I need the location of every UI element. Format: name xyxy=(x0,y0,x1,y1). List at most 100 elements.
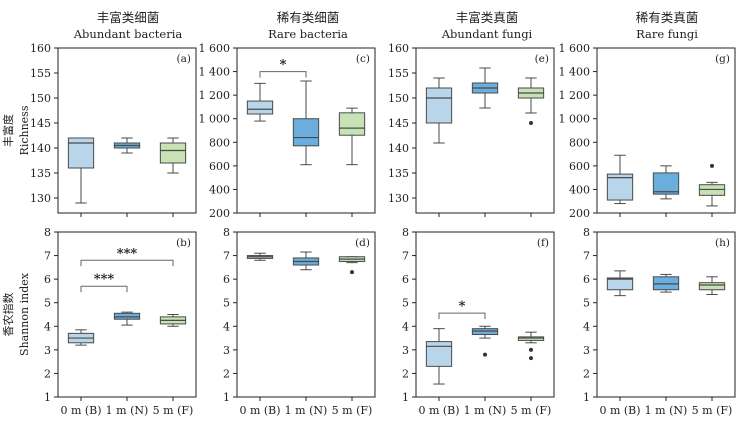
x-tick-label: 5 m (F) xyxy=(511,404,552,417)
panel: 130 135 140 145 150 155 160 (a) xyxy=(30,42,197,217)
box-0 xyxy=(425,328,453,385)
y-tick-label: 145 xyxy=(388,117,409,130)
column-title-en: Rare fungi xyxy=(636,27,698,41)
panel-label: (f) xyxy=(537,237,549,249)
column-title-zh: 稀有类细菌 xyxy=(277,10,340,25)
outlier-point xyxy=(710,163,714,168)
box-iqr xyxy=(292,118,320,147)
y-tick-label: 1 200 xyxy=(199,89,231,102)
box-iqr xyxy=(159,142,187,164)
y-tick-label: 1 xyxy=(402,391,409,404)
column-title-en: Abundant bacteria xyxy=(73,27,183,41)
y-tick-label: 6 xyxy=(44,273,51,286)
y-tick-label: 130 xyxy=(388,192,409,205)
y-tick-label: 200 xyxy=(209,207,230,220)
panel-label: (d) xyxy=(355,237,370,249)
significance-bracket: * xyxy=(438,299,486,320)
y-tick-label: 600 xyxy=(209,160,230,173)
y-tick-label: 400 xyxy=(569,183,590,196)
box-0 xyxy=(67,137,95,204)
y-tick-label: 7 xyxy=(402,250,409,263)
panel: 1 2 3 4 5 6 7 8 0 m (B) 1 m (N) 5 m (F) (b) ****** xyxy=(44,226,197,417)
y-tick-label: 130 xyxy=(30,192,51,205)
column-titles: 丰富类细菌 Abundant bacteria 稀有类细菌 Rare bacteria… xyxy=(73,10,699,41)
y-tick-label: 7 xyxy=(44,250,51,263)
row-label-zh: 香农指数 xyxy=(1,293,15,337)
box-1 xyxy=(113,311,141,326)
row-label-en: Richness xyxy=(18,105,31,155)
box-1 xyxy=(471,67,499,109)
column-title-en: Rare bacteria xyxy=(268,27,348,41)
box-iqr xyxy=(652,172,680,195)
y-tick-label: 4 xyxy=(402,320,409,333)
y-tick-label: 150 xyxy=(388,92,409,105)
panel-label: (h) xyxy=(715,237,730,249)
box-0 xyxy=(246,252,274,261)
x-tick-label: 0 m (B) xyxy=(239,404,280,417)
box-iqr xyxy=(425,87,453,124)
y-tick-label: 800 xyxy=(569,136,590,149)
x-tick-label: 0 m (B) xyxy=(599,404,640,417)
x-tick-label: 5 m (F) xyxy=(692,404,733,417)
y-tick-label: 1 000 xyxy=(559,113,591,126)
y-tick-label: 2 xyxy=(44,367,51,380)
box-iqr xyxy=(606,277,634,291)
row-label: 香农指数 Shannon index xyxy=(1,272,31,356)
bracket-line xyxy=(80,259,174,267)
box-0 xyxy=(67,329,95,346)
panel: 1 2 3 4 5 6 7 8 0 m (B) 1 m (N) 5 m (F) (d) xyxy=(223,226,376,417)
box-1 xyxy=(292,251,320,271)
y-tick-label: 1 600 xyxy=(199,42,231,55)
y-tick-label: 800 xyxy=(209,136,230,149)
y-tick-label: 3 xyxy=(583,344,590,357)
bracket-line xyxy=(80,285,128,293)
y-tick-label: 1 400 xyxy=(559,66,591,79)
y-tick-label: 155 xyxy=(388,67,409,80)
box-0 xyxy=(425,77,453,144)
y-tick-label: 8 xyxy=(402,226,409,239)
panel: 200 400 600 800 1 000 1 200 1 400 1 600 (g) xyxy=(559,42,736,220)
column-title-zh: 稀有类真菌 xyxy=(636,10,699,25)
x-tick-label: 0 m (B) xyxy=(60,404,101,417)
y-tick-label: 135 xyxy=(388,167,409,180)
x-tick-label: 0 m (B) xyxy=(418,404,459,417)
y-tick-label: 4 xyxy=(44,320,51,333)
panel-label: (g) xyxy=(715,53,730,65)
y-tick-label: 4 xyxy=(583,320,590,333)
significance-bracket: *** xyxy=(80,246,174,267)
y-tick-label: 1 xyxy=(223,391,230,404)
significance-bracket: *** xyxy=(80,272,128,293)
y-tick-label: 200 xyxy=(569,207,590,220)
panel-label: (a) xyxy=(177,53,191,65)
box-2 xyxy=(517,331,545,361)
panel-label: (c) xyxy=(356,53,370,65)
box-2 xyxy=(159,314,187,327)
box-0 xyxy=(606,154,634,205)
y-tick-label: 3 xyxy=(402,344,409,357)
significance-label: *** xyxy=(117,246,138,261)
panel: 130 135 140 145 150 155 160 (e) xyxy=(388,42,555,217)
box-1 xyxy=(471,325,499,357)
outlier-point xyxy=(350,270,354,275)
x-tick-label: 1 m (N) xyxy=(106,404,149,417)
y-tick-label: 5 xyxy=(402,297,409,310)
outlier-point xyxy=(529,356,533,361)
box-1 xyxy=(113,137,141,154)
y-tick-label: 1 xyxy=(583,391,590,404)
outlier-point xyxy=(529,121,533,125)
y-tick-label: 1 xyxy=(44,391,51,404)
significance-label: *** xyxy=(94,272,115,287)
box-iqr xyxy=(606,173,634,201)
y-tick-label: 2 xyxy=(583,367,590,380)
y-tick-label: 1 000 xyxy=(199,113,231,126)
y-tick-label: 2 xyxy=(402,367,409,380)
y-tick-label: 5 xyxy=(44,297,51,310)
y-tick-label: 7 xyxy=(583,250,590,263)
box-2 xyxy=(698,163,726,207)
panel-label: (b) xyxy=(176,237,191,249)
y-tick-label: 5 xyxy=(223,297,230,310)
panel: 1 2 3 4 5 6 7 8 0 m (B) 1 m (N) 5 m (F) (f) * xyxy=(402,226,555,417)
x-tick-label: 5 m (F) xyxy=(332,404,373,417)
y-tick-label: 6 xyxy=(402,273,409,286)
